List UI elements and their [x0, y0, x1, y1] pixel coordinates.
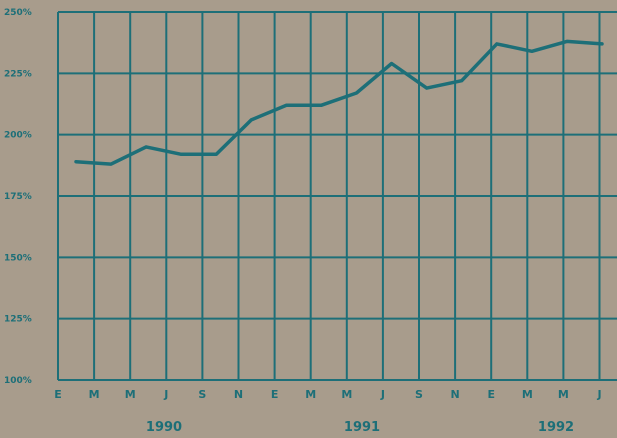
y-tick-label: 200% [4, 131, 32, 141]
y-tick-label: 225% [4, 69, 32, 79]
x-tick-label: E [271, 388, 279, 401]
y-axis-tick-labels: 100% 125% 150% 175% 200% 225% 250% [4, 8, 32, 386]
x-tick-label: E [54, 388, 62, 401]
year-label: 1990 [146, 420, 182, 435]
y-tick-label: 125% [4, 315, 32, 325]
x-tick-label: M [558, 388, 569, 401]
x-tick-label: M [305, 388, 316, 401]
series-layer [74, 39, 604, 166]
x-tick-label: M [89, 388, 100, 401]
grid [57, 11, 617, 381]
y-tick-label: 250% [4, 8, 32, 18]
x-tick-label: N [234, 388, 243, 401]
x-tick-label: M [522, 388, 533, 401]
y-tick-label: 100% [4, 376, 32, 386]
x-tick-label: J [163, 388, 168, 401]
year-label: 1991 [344, 420, 380, 435]
year-labels: 1990 1991 1992 [146, 420, 574, 435]
series-line [74, 39, 604, 166]
x-tick-label: M [341, 388, 352, 401]
x-tick-label: J [380, 388, 385, 401]
x-tick-label: J [596, 388, 601, 401]
y-tick-label: 175% [4, 192, 32, 202]
x-tick-label: M [125, 388, 136, 401]
x-tick-label: S [198, 388, 206, 401]
y-tick-label: 150% [4, 253, 32, 263]
x-tick-label: S [415, 388, 423, 401]
x-tick-label: N [450, 388, 459, 401]
x-tick-label: E [487, 388, 495, 401]
year-label: 1992 [538, 420, 574, 435]
